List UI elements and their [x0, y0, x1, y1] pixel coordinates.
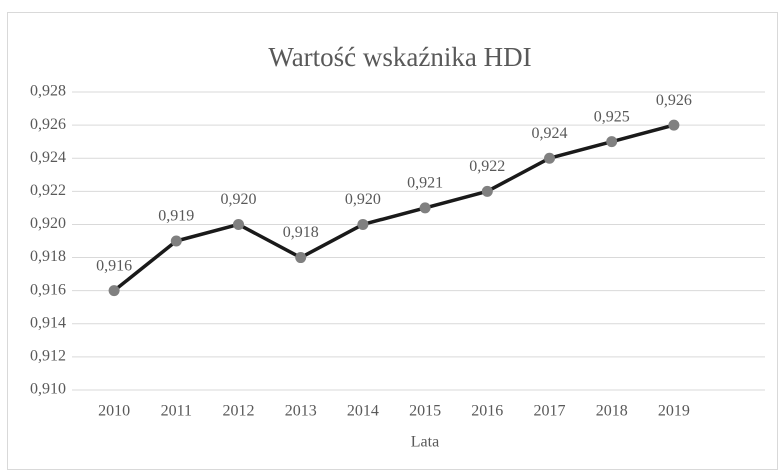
data-label: 0,919 — [158, 208, 194, 225]
data-label: 0,918 — [283, 224, 319, 241]
chart-frame — [7, 12, 778, 470]
data-point — [357, 218, 369, 230]
y-tick-label: 0,912 — [30, 348, 66, 365]
data-label: 0,920 — [345, 191, 381, 208]
x-tick-label: 2016 — [471, 403, 503, 420]
data-label: 0,920 — [221, 191, 257, 208]
data-point — [481, 185, 493, 197]
x-tick-label: 2019 — [658, 403, 690, 420]
x-tick-label: 2018 — [596, 403, 628, 420]
data-label: 0,921 — [407, 175, 443, 192]
x-tick-label: 2013 — [285, 403, 317, 420]
data-point — [606, 136, 618, 148]
y-tick-label: 0,920 — [30, 215, 66, 232]
data-label: 0,922 — [469, 158, 505, 175]
x-tick-label: 2010 — [98, 403, 130, 420]
chart-title: Wartość wskaźnika HDI — [268, 42, 531, 72]
x-tick-label: 2014 — [347, 403, 379, 420]
data-line — [113, 123, 675, 293]
data-point — [233, 218, 244, 230]
y-tick-label: 0,918 — [30, 248, 66, 265]
data-point — [108, 285, 120, 297]
x-tick-label: 2017 — [534, 403, 566, 420]
data-point — [544, 152, 555, 164]
data-label: 0,925 — [594, 108, 630, 125]
x-tick-label: 2012 — [223, 403, 255, 420]
x-tick-label: 2015 — [409, 403, 441, 420]
data-label: 0,924 — [532, 125, 568, 142]
data-point — [295, 252, 307, 264]
y-tick-label: 0,914 — [30, 314, 66, 331]
y-tick-label: 0,910 — [30, 381, 66, 398]
x-axis-label: Lata — [411, 434, 439, 451]
x-tick-label: 2011 — [161, 403, 192, 420]
data-label: 0,916 — [96, 257, 132, 274]
data-label: 0,926 — [656, 92, 692, 109]
data-point — [419, 202, 431, 214]
y-tick-label: 0,926 — [30, 116, 66, 133]
y-tick-label: 0,916 — [30, 281, 66, 298]
y-tick-label: 0,922 — [30, 182, 66, 199]
data-point — [170, 235, 182, 247]
y-tick-label: 0,928 — [30, 83, 66, 100]
y-tick-label: 0,924 — [30, 149, 66, 166]
data-point — [668, 119, 680, 131]
